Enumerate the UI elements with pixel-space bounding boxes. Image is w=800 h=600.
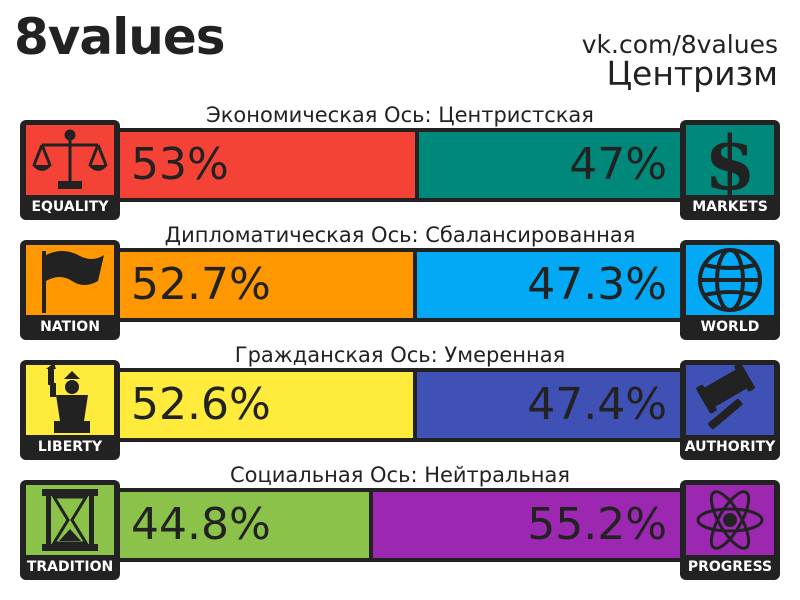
percent-label-nation: 52.7% — [131, 259, 271, 310]
svg-text:$: $ — [704, 125, 756, 195]
axis-badge-world: WORLD — [680, 240, 780, 340]
axis-title: Гражданская Ось: Умеренная — [234, 343, 566, 367]
site-url: vk.com/8values — [581, 30, 778, 59]
axis-title: Социальная Ось: Нейтральная — [229, 463, 571, 487]
bar-segment-tradition — [119, 492, 369, 558]
bar-segment-equality — [119, 132, 415, 198]
axis-bar: 52.7% 47.3% — [115, 248, 685, 322]
percent-label-world: 47.3% — [527, 259, 667, 310]
brand-title: 8values — [14, 8, 226, 66]
gavel-icon — [686, 365, 774, 435]
scales-icon — [26, 125, 114, 195]
atom-icon — [686, 485, 774, 555]
axis-label-equality: EQUALITY — [31, 199, 109, 215]
axis-label-world: WORLD — [700, 319, 760, 335]
axis-label-tradition: TRADITION — [26, 559, 114, 575]
axis-badge-authority: AUTHORITY — [680, 360, 780, 460]
axis-badge-markets: $ MARKETS — [680, 120, 780, 220]
axis-label-authority: AUTHORITY — [684, 439, 776, 455]
axis-bar: 44.8% 55.2% — [115, 488, 685, 562]
statue-of-liberty-icon — [26, 365, 114, 435]
bar-segment-markets — [419, 132, 681, 198]
percent-label-liberty: 52.6% — [131, 379, 271, 430]
axis-badge-nation: NATION — [20, 240, 120, 340]
percent-label-authority: 47.4% — [527, 379, 667, 430]
percent-label-tradition: 44.8% — [131, 499, 271, 550]
bar-segment-world — [417, 252, 681, 318]
percent-label-markets: 47% — [569, 139, 667, 190]
axis-bar: 53% 47% — [115, 128, 685, 202]
ideology-result: Центризм — [606, 54, 778, 93]
percent-label-equality: 53% — [131, 139, 229, 190]
axis-label-liberty: LIBERTY — [37, 439, 103, 455]
axis-title: Дипломатическая Ось: Сбалансированная — [164, 223, 636, 247]
bar-segment-nation — [119, 252, 413, 318]
bar-segment-liberty — [119, 372, 413, 438]
axis-label-nation: NATION — [40, 319, 100, 335]
axis-label-markets: MARKETS — [692, 199, 768, 215]
axis-title: Экономическая Ось: Центристская — [206, 103, 594, 127]
axis-label-progress: PROGRESS — [687, 559, 773, 575]
axis-badge-progress: PROGRESS — [680, 480, 780, 580]
flag-icon — [26, 245, 114, 315]
percent-label-progress: 55.2% — [527, 499, 667, 550]
axis-badge-tradition: TRADITION — [20, 480, 120, 580]
bar-segment-authority — [417, 372, 681, 438]
bar-segment-progress — [373, 492, 681, 558]
globe-icon — [686, 245, 774, 315]
axis-badge-liberty: LIBERTY — [20, 360, 120, 460]
dollar-icon: $ — [686, 125, 774, 195]
axis-bar: 52.6% 47.4% — [115, 368, 685, 442]
hourglass-icon — [26, 485, 114, 555]
axis-badge-equality: EQUALITY — [20, 120, 120, 220]
